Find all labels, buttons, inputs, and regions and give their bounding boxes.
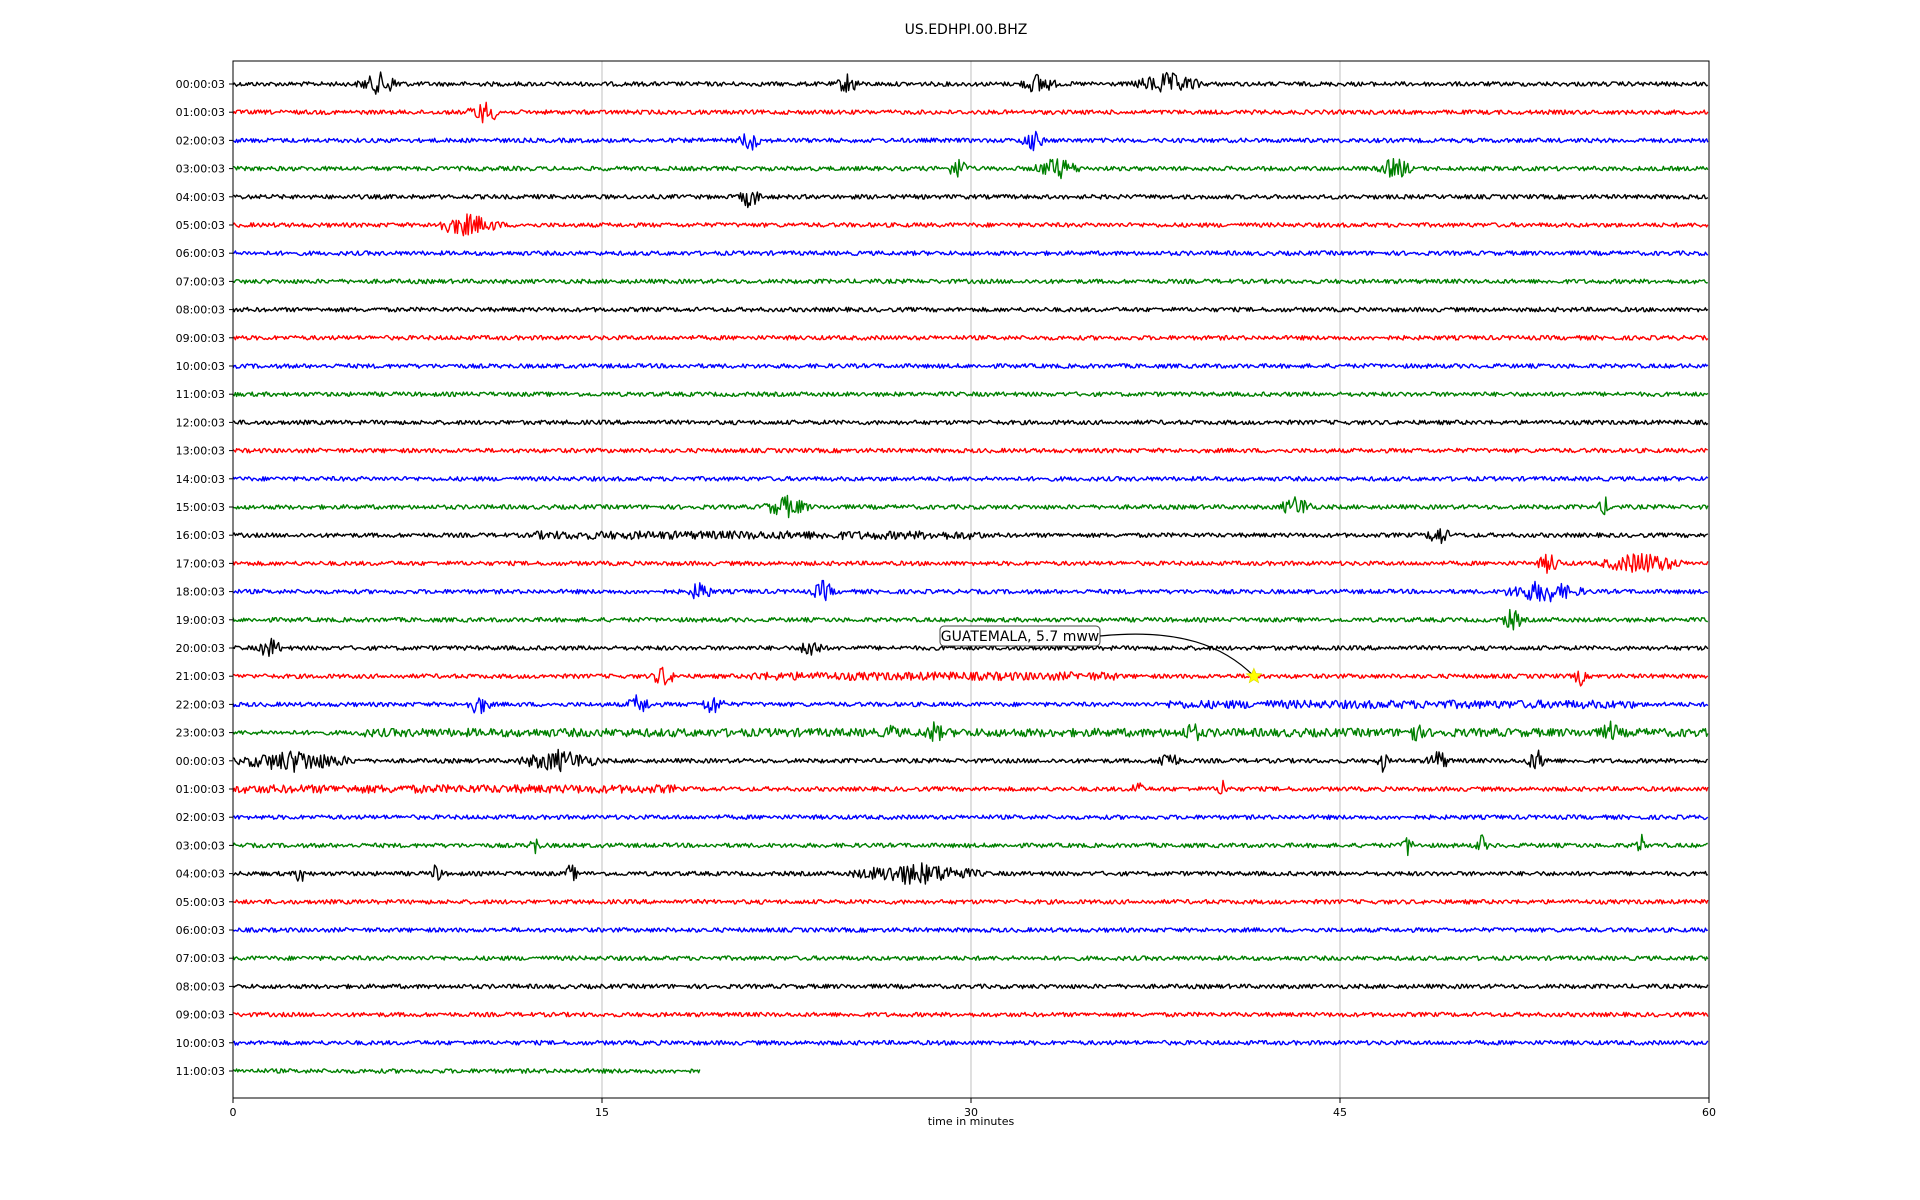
trace-row-26 [232, 814, 1709, 821]
grid-lines [601, 61, 1341, 1098]
trace-row-16 [232, 528, 1709, 545]
row-label-23: 23:00:03 [176, 727, 225, 740]
event-star-marker [1245, 667, 1263, 684]
row-label-17: 17:00:03 [176, 557, 225, 570]
row-label-31: 07:00:03 [176, 952, 225, 965]
trace-row-2 [232, 130, 1709, 152]
trace-row-24 [232, 748, 1709, 773]
x-tick-label-2: 30 [964, 1106, 978, 1119]
trace-row-23 [232, 720, 1709, 742]
annotation-arrow [1099, 633, 1255, 677]
trace-row-19 [232, 608, 1709, 631]
row-label-0: 00:00:03 [176, 78, 225, 91]
trace-row-5 [232, 213, 1709, 237]
x-tick-label-1: 15 [595, 1106, 609, 1119]
row-label-34: 10:00:03 [176, 1037, 225, 1050]
annotation-label: GUATEMALA, 5.7 mww [941, 629, 1100, 645]
row-label-35: 11:00:03 [176, 1065, 225, 1078]
row-label-4: 04:00:03 [176, 191, 225, 204]
x-tick-label-0: 0 [230, 1106, 237, 1119]
trace-row-33 [232, 1011, 1709, 1018]
row-label-33: 09:00:03 [176, 1009, 225, 1022]
event-annotation: GUATEMALA, 5.7 mww [939, 625, 1263, 684]
x-axis-ticks: 0 15 30 45 60 [230, 1098, 1716, 1119]
row-label-10: 10:00:03 [176, 360, 225, 373]
row-label-14: 14:00:03 [176, 473, 225, 486]
trace-row-20 [232, 637, 1709, 657]
trace-row-35 [232, 1068, 701, 1074]
row-label-19: 19:00:03 [176, 614, 225, 627]
x-tick-label-4: 60 [1702, 1106, 1716, 1119]
trace-row-31 [232, 955, 1709, 962]
row-label-20: 20:00:03 [176, 642, 225, 655]
row-label-24: 00:00:03 [176, 755, 225, 768]
trace-row-10 [232, 363, 1709, 369]
row-label-30: 06:00:03 [176, 924, 225, 937]
trace-row-13 [232, 447, 1708, 454]
trace-row-6 [232, 250, 1709, 257]
row-label-6: 06:00:03 [176, 247, 225, 260]
row-label-16: 16:00:03 [176, 529, 225, 542]
trace-row-17 [232, 553, 1709, 574]
row-label-27: 03:00:03 [176, 839, 225, 852]
trace-row-1 [232, 101, 1709, 124]
row-time-labels: 00:00:03 01:00:03 02:00:03 03:00:03 04:00:03… [176, 78, 233, 1078]
trace-row-8 [232, 306, 1709, 313]
seismic-traces [232, 71, 1709, 1074]
trace-row-4 [232, 191, 1709, 209]
trace-row-15 [232, 494, 1709, 519]
trace-row-0 [232, 71, 1709, 95]
row-label-22: 22:00:03 [176, 698, 225, 711]
trace-row-18 [232, 579, 1709, 603]
row-label-5: 05:00:03 [176, 219, 225, 232]
row-label-26: 02:00:03 [176, 811, 225, 824]
row-label-18: 18:00:03 [176, 586, 225, 599]
trace-row-27 [232, 833, 1708, 857]
row-label-29: 05:00:03 [176, 896, 225, 909]
trace-row-11 [232, 391, 1709, 398]
row-label-25: 01:00:03 [176, 783, 225, 796]
row-label-13: 13:00:03 [176, 445, 225, 458]
row-label-8: 08:00:03 [176, 304, 225, 317]
row-label-2: 02:00:03 [176, 134, 225, 147]
trace-row-7 [232, 278, 1708, 285]
row-label-1: 01:00:03 [176, 106, 225, 119]
row-label-32: 08:00:03 [176, 980, 225, 993]
trace-row-22 [232, 694, 1709, 715]
trace-row-21 [232, 666, 1709, 687]
trace-row-14 [232, 475, 1709, 482]
trace-row-12 [232, 419, 1709, 426]
row-label-15: 15:00:03 [176, 501, 225, 514]
row-label-12: 12:00:03 [176, 416, 225, 429]
row-label-11: 11:00:03 [176, 388, 225, 401]
row-label-28: 04:00:03 [176, 868, 225, 881]
row-label-9: 09:00:03 [176, 332, 225, 345]
chart-title: US.EDHPI.00.BHZ [905, 22, 1028, 38]
trace-row-30 [232, 927, 1709, 933]
trace-row-34 [232, 1039, 1709, 1046]
x-axis-label: time in minutes [928, 1115, 1015, 1128]
trace-row-25 [232, 779, 1709, 795]
trace-row-9 [232, 334, 1709, 341]
row-label-3: 03:00:03 [176, 163, 225, 176]
trace-row-32 [232, 983, 1709, 990]
trace-row-29 [232, 898, 1709, 905]
row-label-7: 07:00:03 [176, 275, 225, 288]
trace-row-28 [232, 862, 1709, 885]
trace-row-3 [232, 158, 1709, 180]
x-tick-label-3: 45 [1333, 1106, 1347, 1119]
row-label-21: 21:00:03 [176, 670, 225, 683]
